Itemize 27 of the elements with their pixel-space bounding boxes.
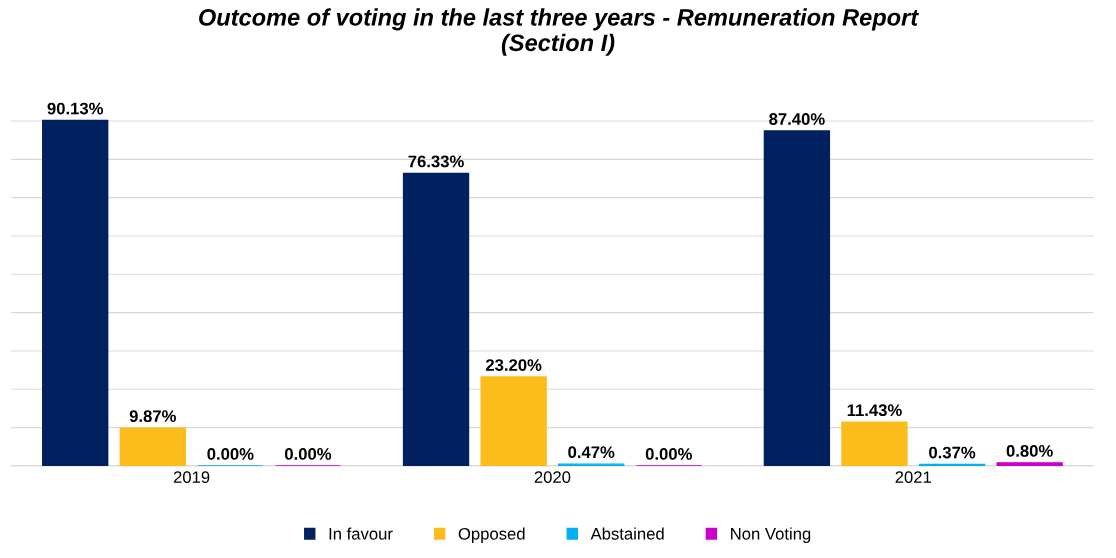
data-label: 0.37% [929,446,976,459]
bar [42,119,109,466]
data-label: 11.43% [847,404,902,417]
bar [402,172,470,466]
x-tick-label: 2021 [895,471,931,484]
data-label: 87.40% [769,113,825,125]
legend-label: Abstained [590,527,664,540]
data-label: 0.80% [1006,444,1053,457]
data-label: 0.47% [568,446,615,459]
bar [119,427,186,466]
data-label: 0.00% [207,448,254,460]
chart-title: Outcome of voting in the last three years - Remuneration Report (Section I) [199,8,919,56]
x-tick-label: 2019 [173,471,210,484]
data-label: 9.87% [129,410,176,423]
legend-label: In favour [329,527,393,540]
data-label: 90.13% [47,102,104,115]
x-tick-label: 2020 [534,471,571,484]
bar [763,130,831,466]
data-label: 0.00% [645,448,692,460]
legend-label: Non Voting [731,527,811,543]
bar [841,421,908,466]
data-label: 0.00% [284,448,332,460]
data-label: 76.33% [408,155,464,168]
legend-label: Opposed [458,527,525,543]
bar [996,462,1063,466]
bar [480,376,547,466]
data-label: 23.20% [485,359,542,371]
